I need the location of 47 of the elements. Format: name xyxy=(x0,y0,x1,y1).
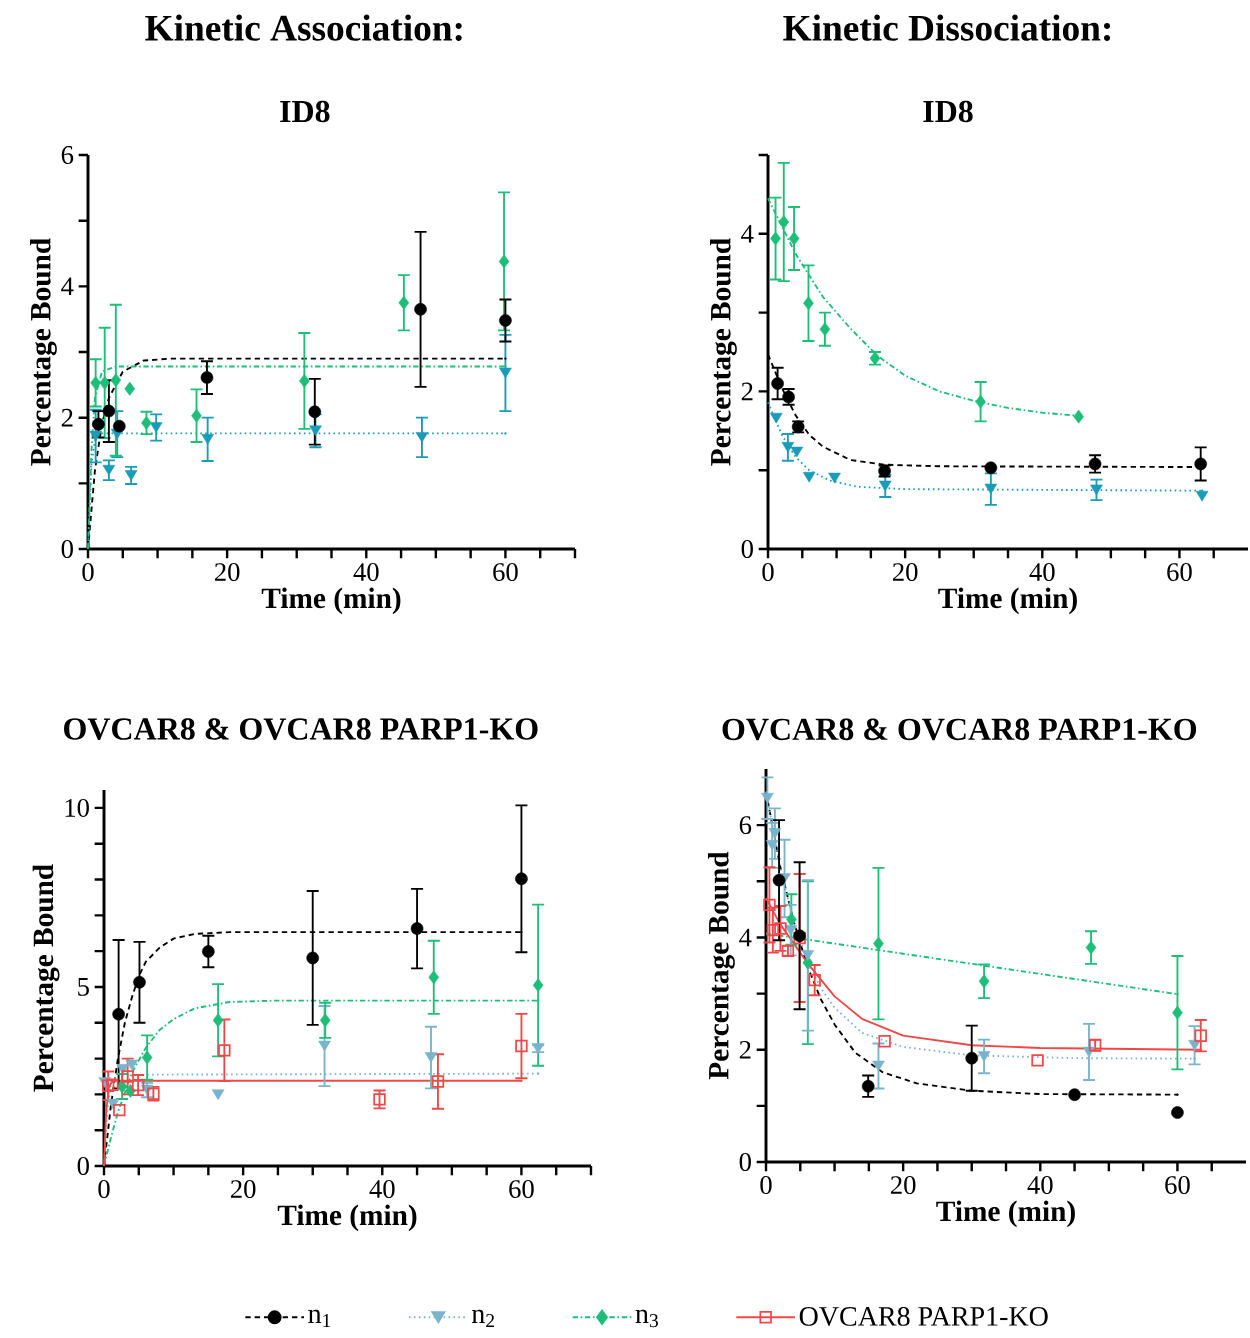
x-tick-label: 20 xyxy=(890,1176,916,1195)
y-axis-title: Percentage Bound xyxy=(709,238,737,466)
x-tick-label: 0 xyxy=(762,563,774,582)
chart-title: Kinetic Dissociation: xyxy=(783,14,1111,41)
y-tick-label: 0 xyxy=(77,1157,89,1175)
chart-title: OVCAR8 & OVCAR8 PARP1-KO xyxy=(64,718,538,740)
y-axis-title: Percentage Bound xyxy=(29,238,57,466)
chart-title: Kinetic Association: xyxy=(145,14,462,41)
y-tick-label: 5 xyxy=(78,978,89,996)
x-tick-label: 60 xyxy=(1167,563,1192,582)
x-tick-label: 20 xyxy=(892,563,918,582)
x-axis-title: Time (min) xyxy=(261,587,401,615)
x-tick-label: 20 xyxy=(214,563,240,582)
chart-subtitle: ID8 xyxy=(280,100,330,123)
x-tick-label: 0 xyxy=(98,1180,110,1199)
y-tick-label: 6 xyxy=(61,146,74,164)
legend-label: n$_{3}$ xyxy=(635,1309,658,1328)
x-tick-label: 60 xyxy=(1165,1176,1190,1195)
y-tick-label: 2 xyxy=(739,1040,751,1059)
x-tick-label: 20 xyxy=(230,1180,256,1199)
chart-subtitle: ID8 xyxy=(923,100,973,123)
x-axis-title: Time (min) xyxy=(936,1200,1075,1228)
x-axis-title: Time (min) xyxy=(938,587,1077,615)
legend-label: n$_{1}$ xyxy=(308,1309,331,1328)
y-tick-label: 4 xyxy=(739,928,752,947)
y-tick-label: 0 xyxy=(739,1153,751,1171)
legend-label: n$_{2}$ xyxy=(471,1309,494,1328)
y-tick-label: 4 xyxy=(61,277,74,296)
y-tick-label: 0 xyxy=(61,540,73,558)
y-tick-label: 4 xyxy=(741,225,754,243)
x-axis-title: Time (min) xyxy=(277,1204,417,1232)
x-tick-label: 60 xyxy=(493,563,518,582)
x-tick-label: 40 xyxy=(1029,563,1055,582)
x-tick-label: 60 xyxy=(509,1180,534,1199)
y-tick-label: 2 xyxy=(61,408,73,427)
legend-label: OVCAR8 PARP1-KO xyxy=(799,1306,1048,1327)
y-tick-label: 10 xyxy=(65,798,89,817)
y-axis-title: Percentage Bound xyxy=(707,851,735,1080)
y-axis-title: Percentage Bound xyxy=(32,864,60,1092)
x-tick-label: 0 xyxy=(760,1176,772,1195)
y-tick-label: 6 xyxy=(739,816,752,835)
x-tick-label: 40 xyxy=(369,1180,395,1199)
x-tick-label: 40 xyxy=(1027,1176,1053,1195)
x-tick-label: 40 xyxy=(353,563,379,582)
chart-title: OVCAR8 & OVCAR8 PARP1-KO xyxy=(722,718,1197,741)
y-tick-label: 2 xyxy=(741,382,753,401)
y-tick-label: 0 xyxy=(741,540,753,558)
